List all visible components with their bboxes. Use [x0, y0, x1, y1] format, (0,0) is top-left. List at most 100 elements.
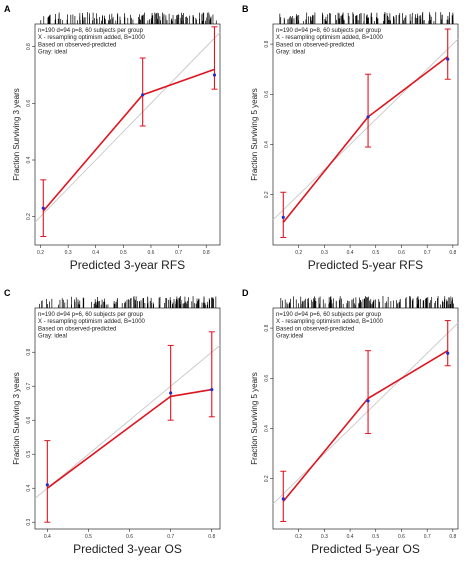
x-tick-label: 0.8	[203, 250, 210, 256]
y-tick-label: 0.8	[264, 40, 270, 47]
calibration-line	[42, 68, 215, 212]
x-tick-label: 0.5	[120, 250, 127, 256]
x-tick-label: 0.2	[295, 534, 302, 540]
annotation-line: Based on observed-predicted	[276, 326, 354, 332]
annotation-line: Based on observed-predicted	[38, 42, 116, 48]
observed-point	[281, 215, 285, 219]
y-tick-label: 0.4	[264, 141, 270, 148]
annotation-line: Gray: ideal	[276, 50, 305, 56]
y-tick-label: 0.2	[264, 191, 270, 198]
plot-frame	[272, 307, 459, 530]
observed-point	[212, 73, 217, 77]
x-tick-label: 0.2	[37, 250, 44, 256]
panel-letter: B	[242, 4, 249, 14]
observed-point	[366, 399, 370, 403]
y-axis-label: Fraction Surviving 3 years	[12, 88, 21, 180]
x-tick-label: 0.4	[347, 250, 354, 256]
y-tick-label: 0.8	[26, 43, 32, 50]
y-tick-label: 0.2	[264, 475, 270, 482]
observed-point	[366, 115, 370, 119]
annotation-line: n=190 d=94 p=6, 60 subjects per group	[38, 312, 144, 318]
x-tick-label: 0.8	[449, 250, 456, 256]
y-tick-label: 0.4	[26, 485, 32, 492]
calibration-chart-a: A 0.2 0.4 0.6 0.8 0.2 0.3 0.4 0.5 0.6 0.7 0.8 Predic…	[4, 4, 221, 272]
x-tick-label: 0.4	[92, 250, 99, 256]
annotation-line: Gray:ideal	[276, 334, 303, 340]
observed-point	[45, 483, 49, 487]
x-tick-label: 0.8	[449, 534, 456, 540]
calibration-chart-c: C 0.3 0.4 0.5 0.6 0.7 0.8 0.4 0.5 0.6 0.7 0.8 Predic…	[4, 288, 221, 556]
annotation-line: X - resampling optimism added, B=1000	[276, 35, 384, 41]
panel-letter: A	[4, 4, 11, 14]
plot-frame	[34, 307, 221, 530]
x-axis-label: Predicted 3-year OS	[73, 542, 182, 556]
annotation-line: X - resampling optimism added, B=1000	[276, 319, 384, 325]
x-axis-label: Predicted 5-year RFS	[308, 258, 423, 272]
y-tick-label: 0.7	[26, 383, 32, 390]
y-tick-label: 0.4	[26, 156, 32, 163]
calibration-panel-c: C 0.3 0.4 0.5 0.6 0.7 0.8 0.4 0.5 0.6 0.7 0.8 Predic…	[2, 286, 227, 556]
x-tick-label: 0.2	[295, 250, 302, 256]
observed-point	[446, 57, 450, 61]
calibration-line	[282, 350, 449, 502]
x-axis-label: Predicted 5-year OS	[311, 542, 420, 556]
annotation-line: Gray: ideal	[38, 50, 67, 56]
calibration-chart-b: B 0.2 0.4 0.6 0.8 0.2 0.3 0.4 0.5 0.6 0.7 0.8 Predic…	[242, 4, 459, 272]
calibration-panel-d: D 0.2 0.4 0.6 0.8 0.2 0.3 0.4 0.5 0.6 0.7 0.8 Predic…	[240, 286, 465, 556]
observed-point	[281, 497, 285, 501]
annotation-line: n=190 d=94 p=8, 60 subjects per group	[276, 28, 382, 34]
y-tick-label: 0.5	[26, 451, 32, 458]
plot-frame	[34, 23, 221, 246]
annotation-line: Gray: ideal	[38, 334, 67, 340]
annotation-line: n=190 d=94 p=8, 60 subjects per group	[38, 28, 144, 34]
x-tick-label: 0.4	[347, 534, 354, 540]
rug-marks	[40, 12, 217, 24]
observed-point	[210, 388, 214, 392]
ideal-line	[34, 345, 221, 499]
calibration-line	[282, 56, 449, 223]
x-tick-label: 0.7	[175, 250, 182, 256]
x-tick-label: 0.6	[398, 250, 405, 256]
y-tick-label: 0.8	[264, 324, 270, 331]
x-tick-label: 0.7	[424, 534, 431, 540]
annotation-line: Based on observed-predicted	[276, 42, 354, 48]
calibration-line	[46, 388, 212, 489]
x-tick-label: 0.3	[321, 250, 328, 256]
x-tick-label: 0.3	[65, 250, 72, 256]
x-tick-label: 0.5	[85, 534, 92, 540]
calibration-panel-b: B 0.2 0.4 0.6 0.8 0.2 0.3 0.4 0.5 0.6 0.7 0.8 Predic…	[240, 2, 465, 272]
x-tick-label: 0.5	[372, 250, 379, 256]
x-tick-label: 0.6	[126, 534, 133, 540]
ideal-line	[272, 38, 459, 221]
x-tick-label: 0.7	[424, 250, 431, 256]
x-tick-label: 0.5	[372, 534, 379, 540]
observed-point	[41, 206, 45, 210]
observed-point	[446, 351, 450, 355]
y-axis-label: Fraction Surviving 3 years	[12, 372, 21, 464]
annotation-line: n=190 d=94 p=6, 60 subjects per group	[276, 312, 382, 318]
ideal-line	[272, 322, 459, 505]
y-tick-label: 0.6	[264, 91, 270, 98]
annotation-line: Based on observed-predicted	[38, 326, 116, 332]
plot-frame	[272, 23, 459, 246]
calibration-chart-d: D 0.2 0.4 0.6 0.8 0.2 0.3 0.4 0.5 0.6 0.7 0.8 Predic…	[242, 288, 459, 556]
y-tick-label: 0.8	[26, 349, 32, 356]
x-tick-label: 0.6	[398, 534, 405, 540]
ideal-line	[34, 32, 221, 223]
rug-marks	[280, 296, 454, 308]
x-tick-label: 0.4	[44, 534, 51, 540]
x-tick-label: 0.8	[208, 534, 215, 540]
y-axis-label: Fraction Surviving 5 years	[250, 88, 259, 180]
annotation-line: X - resampling optimism added, B=1000	[38, 35, 146, 41]
calibration-panel-a: A 0.2 0.4 0.6 0.8 0.2 0.3 0.4 0.5 0.6 0.7 0.8 Predic…	[2, 2, 227, 272]
y-tick-label: 0.2	[26, 213, 32, 220]
rug-marks	[279, 12, 454, 24]
x-tick-label: 0.3	[321, 534, 328, 540]
y-tick-label: 0.3	[26, 519, 32, 526]
x-tick-label: 0.6	[147, 250, 154, 256]
y-tick-label: 0.6	[26, 100, 32, 107]
x-tick-label: 0.7	[167, 534, 174, 540]
y-tick-label: 0.6	[26, 417, 32, 424]
x-axis-label: Predicted 3-year RFS	[70, 258, 185, 272]
y-tick-label: 0.4	[264, 425, 270, 432]
